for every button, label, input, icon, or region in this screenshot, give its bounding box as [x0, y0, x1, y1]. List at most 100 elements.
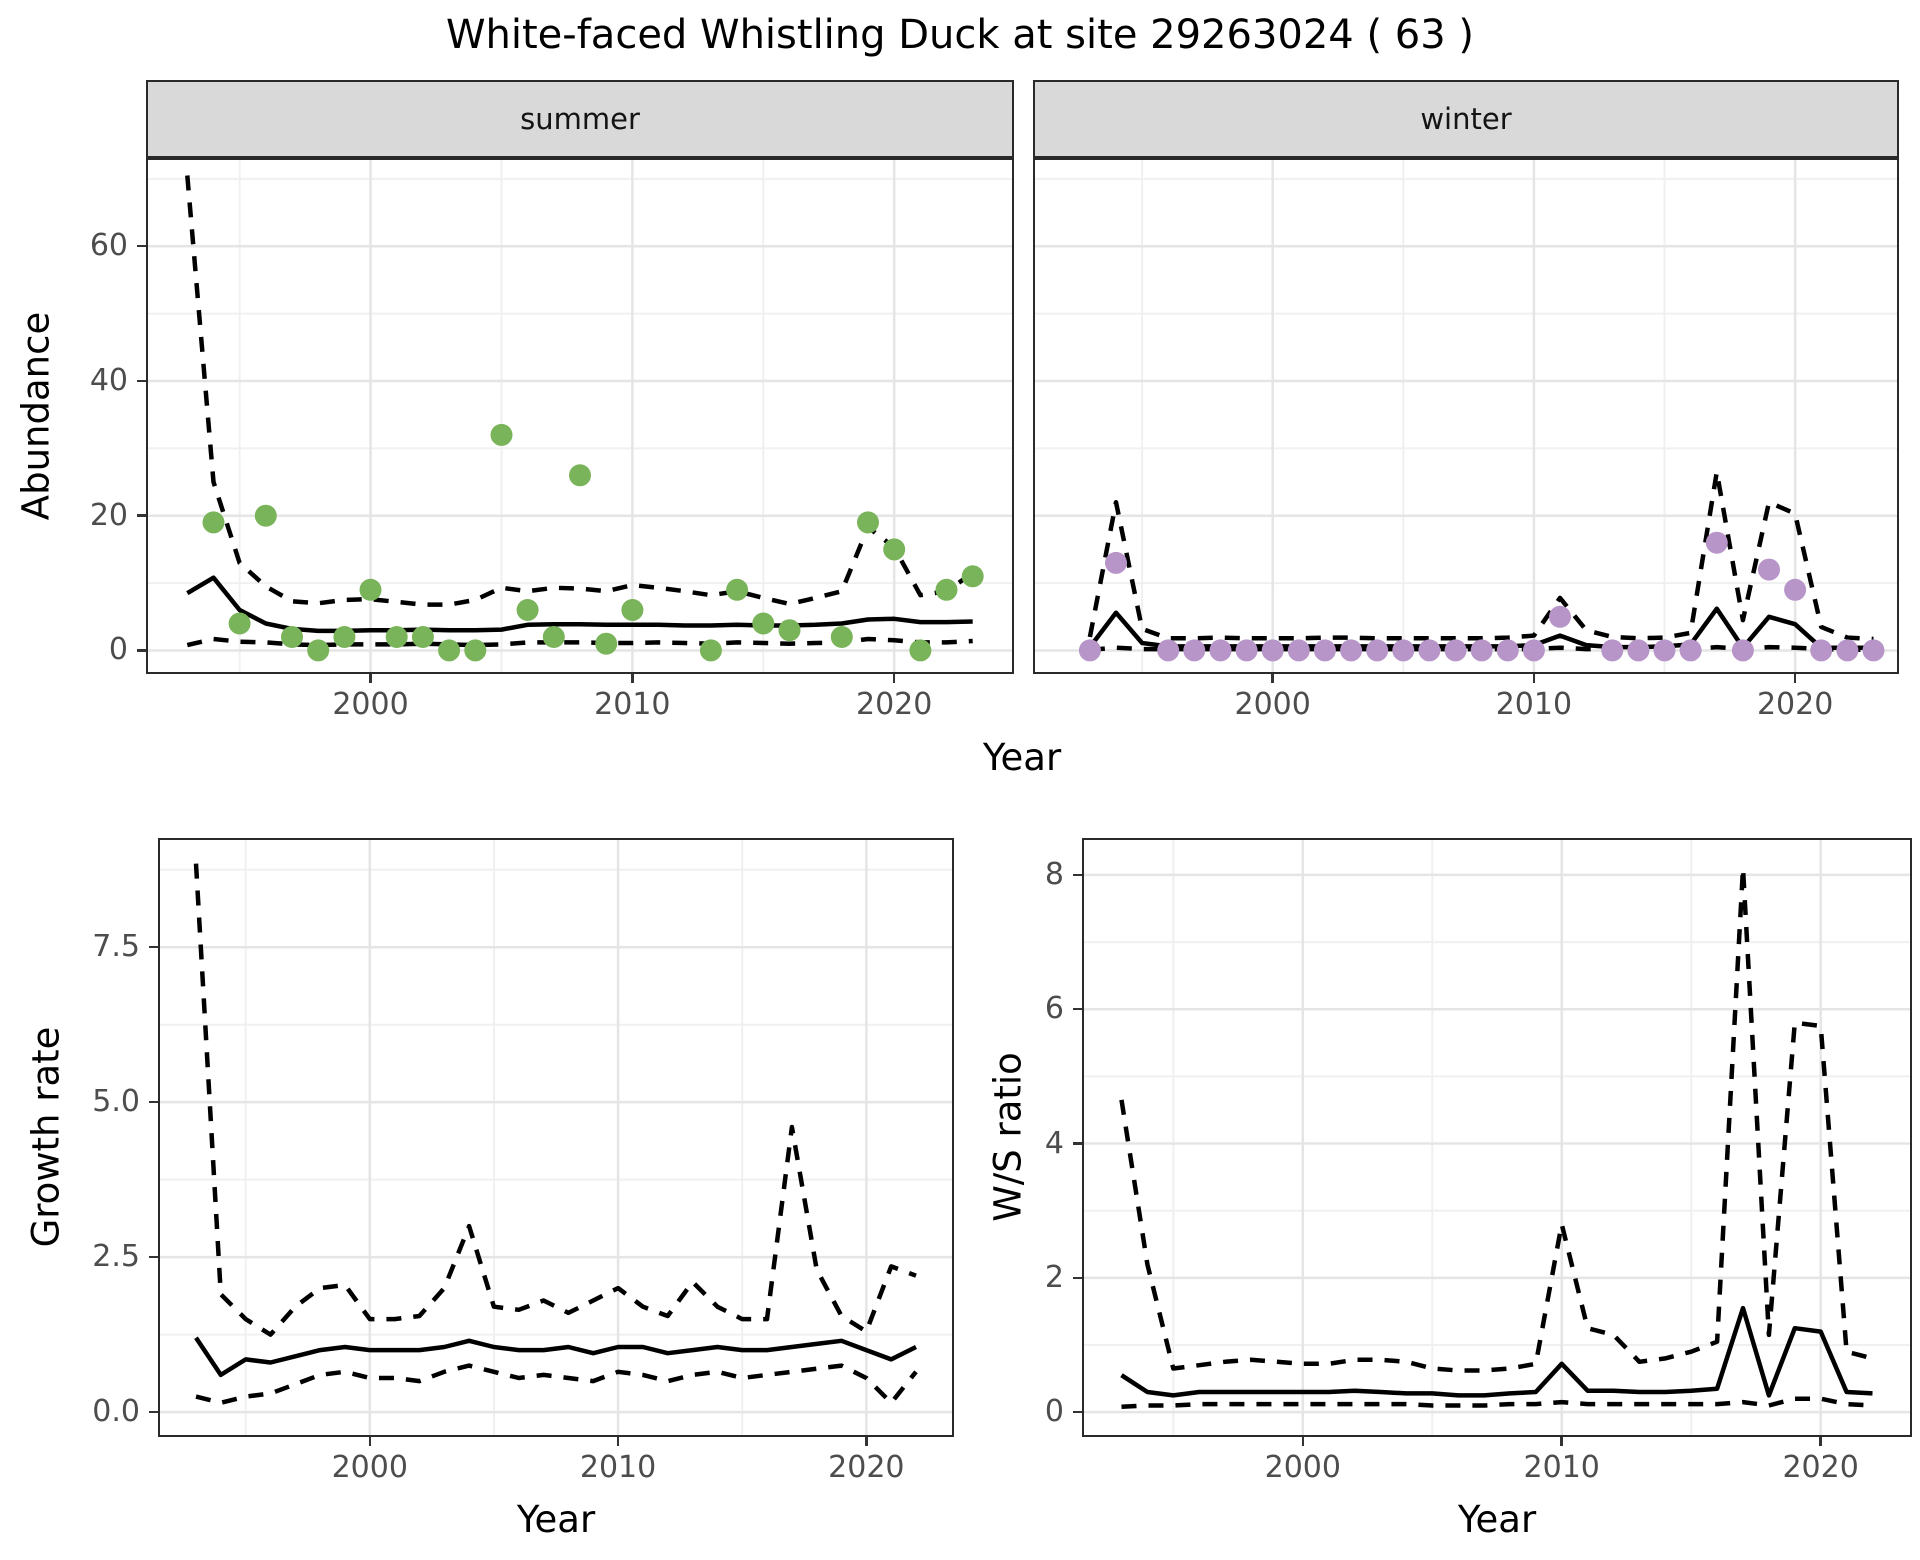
data-point — [307, 639, 330, 662]
x-tick-label: 2020 — [1756, 687, 1834, 722]
median-line — [1120, 1305, 1873, 1398]
y-tick-mark — [149, 1410, 158, 1414]
data-point — [281, 626, 303, 648]
lower-ci-line — [195, 1363, 918, 1406]
data-point — [1078, 639, 1101, 662]
data-point — [516, 599, 539, 621]
x-tick-mark — [892, 674, 896, 683]
median-line — [186, 575, 973, 634]
x-tick-mark — [1793, 674, 1797, 683]
x-tick-label: 2000 — [1234, 687, 1311, 722]
y-tick-mark — [1073, 1007, 1082, 1011]
x-tick-mark — [865, 1437, 868, 1446]
panel-abundance-winter — [1033, 158, 1899, 674]
y-tick-label: 40 — [89, 362, 128, 398]
x-tick-label: 2020 — [1782, 1450, 1859, 1485]
data-point — [778, 619, 801, 642]
y-tick-label: 0 — [1044, 1394, 1064, 1430]
data-point — [1862, 639, 1885, 662]
x-tick-mark — [369, 674, 372, 683]
data-point — [490, 423, 513, 446]
data-point — [857, 511, 879, 534]
y-tick-label: 0 — [108, 632, 128, 668]
y-tick-mark — [149, 1255, 158, 1259]
x-tick-label: 2000 — [1264, 1450, 1341, 1485]
data-point — [1731, 639, 1754, 662]
data-point — [333, 626, 356, 648]
panel-abundance-summer — [146, 158, 1014, 674]
data-point — [411, 626, 434, 648]
x-tick-mark — [616, 1437, 620, 1446]
y-tick-mark — [1073, 1142, 1082, 1145]
upper-ci-line — [193, 863, 917, 1337]
chart-title: White-faced Whistling Duck at site 29263… — [445, 12, 1474, 58]
data-point — [1392, 639, 1415, 662]
facet-strip-summer-label: summer — [520, 102, 640, 136]
y-axis-title-growth-rate: Growth rate — [24, 1026, 68, 1248]
y-tick-mark — [1073, 1276, 1082, 1280]
data-point — [569, 464, 591, 487]
x-tick-label: 2010 — [579, 1450, 657, 1485]
y-axis-title-abundance: Abundance — [14, 311, 58, 521]
upper-ci-line — [1119, 865, 1874, 1373]
data-point — [385, 626, 408, 648]
data-point — [1784, 578, 1807, 601]
data-point — [1705, 531, 1728, 554]
facet-strip-summer: summer — [146, 80, 1014, 158]
lower-ci-line — [186, 636, 973, 648]
data-point — [621, 599, 644, 621]
x-tick-label: 2000 — [332, 687, 409, 722]
data-point — [961, 565, 984, 588]
data-point — [1496, 639, 1519, 662]
data-point — [1679, 639, 1702, 662]
x-tick-mark — [1532, 674, 1536, 683]
y-tick-mark — [137, 379, 146, 383]
x-tick-mark — [1560, 1437, 1563, 1446]
data-point — [1183, 639, 1206, 662]
data-point — [726, 578, 749, 601]
x-tick-label: 2010 — [1495, 687, 1573, 722]
x-axis-title-year-top: Year — [982, 736, 1062, 779]
data-point — [883, 538, 906, 561]
median-line — [194, 1336, 918, 1378]
y-tick-mark — [137, 514, 146, 517]
y-tick-mark — [149, 945, 158, 949]
data-point — [254, 504, 277, 527]
x-tick-label: 2010 — [1523, 1450, 1600, 1485]
x-tick-mark — [1819, 1437, 1822, 1446]
data-point — [1758, 558, 1780, 581]
data-point — [1287, 639, 1310, 662]
data-point — [1810, 639, 1833, 662]
x-tick-mark — [368, 1437, 372, 1446]
chart-canvas-abundance-summer — [148, 160, 1012, 672]
x-tick-mark — [1301, 1437, 1305, 1446]
facet-strip-winter-label: winter — [1420, 102, 1512, 136]
chart-canvas-abundance-winter — [1035, 160, 1897, 672]
panel-ws-ratio — [1082, 838, 1912, 1437]
data-point — [1340, 639, 1363, 662]
x-tick-label: 2020 — [828, 1450, 905, 1485]
data-point — [935, 578, 958, 601]
data-point — [438, 639, 461, 662]
y-tick-mark — [1073, 873, 1082, 877]
x-tick-label: 2010 — [594, 687, 671, 722]
data-point — [1627, 639, 1650, 662]
y-tick-label: 7.5 — [92, 929, 140, 965]
x-tick-label: 2000 — [331, 1450, 408, 1485]
y-tick-label: 6 — [1044, 991, 1064, 1027]
chart-canvas-growth-rate — [160, 840, 952, 1435]
data-point — [1209, 639, 1232, 662]
data-point — [699, 639, 722, 662]
upper-ci-line — [1087, 469, 1874, 642]
data-point — [1836, 639, 1859, 662]
y-tick-label: 5.0 — [92, 1084, 140, 1120]
y-tick-label: 60 — [89, 228, 128, 264]
y-tick-mark — [1073, 1410, 1082, 1414]
data-point — [1235, 639, 1258, 662]
data-point — [1444, 639, 1467, 662]
y-tick-label: 2 — [1044, 1259, 1064, 1295]
y-tick-label: 4 — [1044, 1125, 1064, 1161]
data-point — [202, 511, 225, 534]
y-tick-label: 8 — [1044, 856, 1064, 892]
